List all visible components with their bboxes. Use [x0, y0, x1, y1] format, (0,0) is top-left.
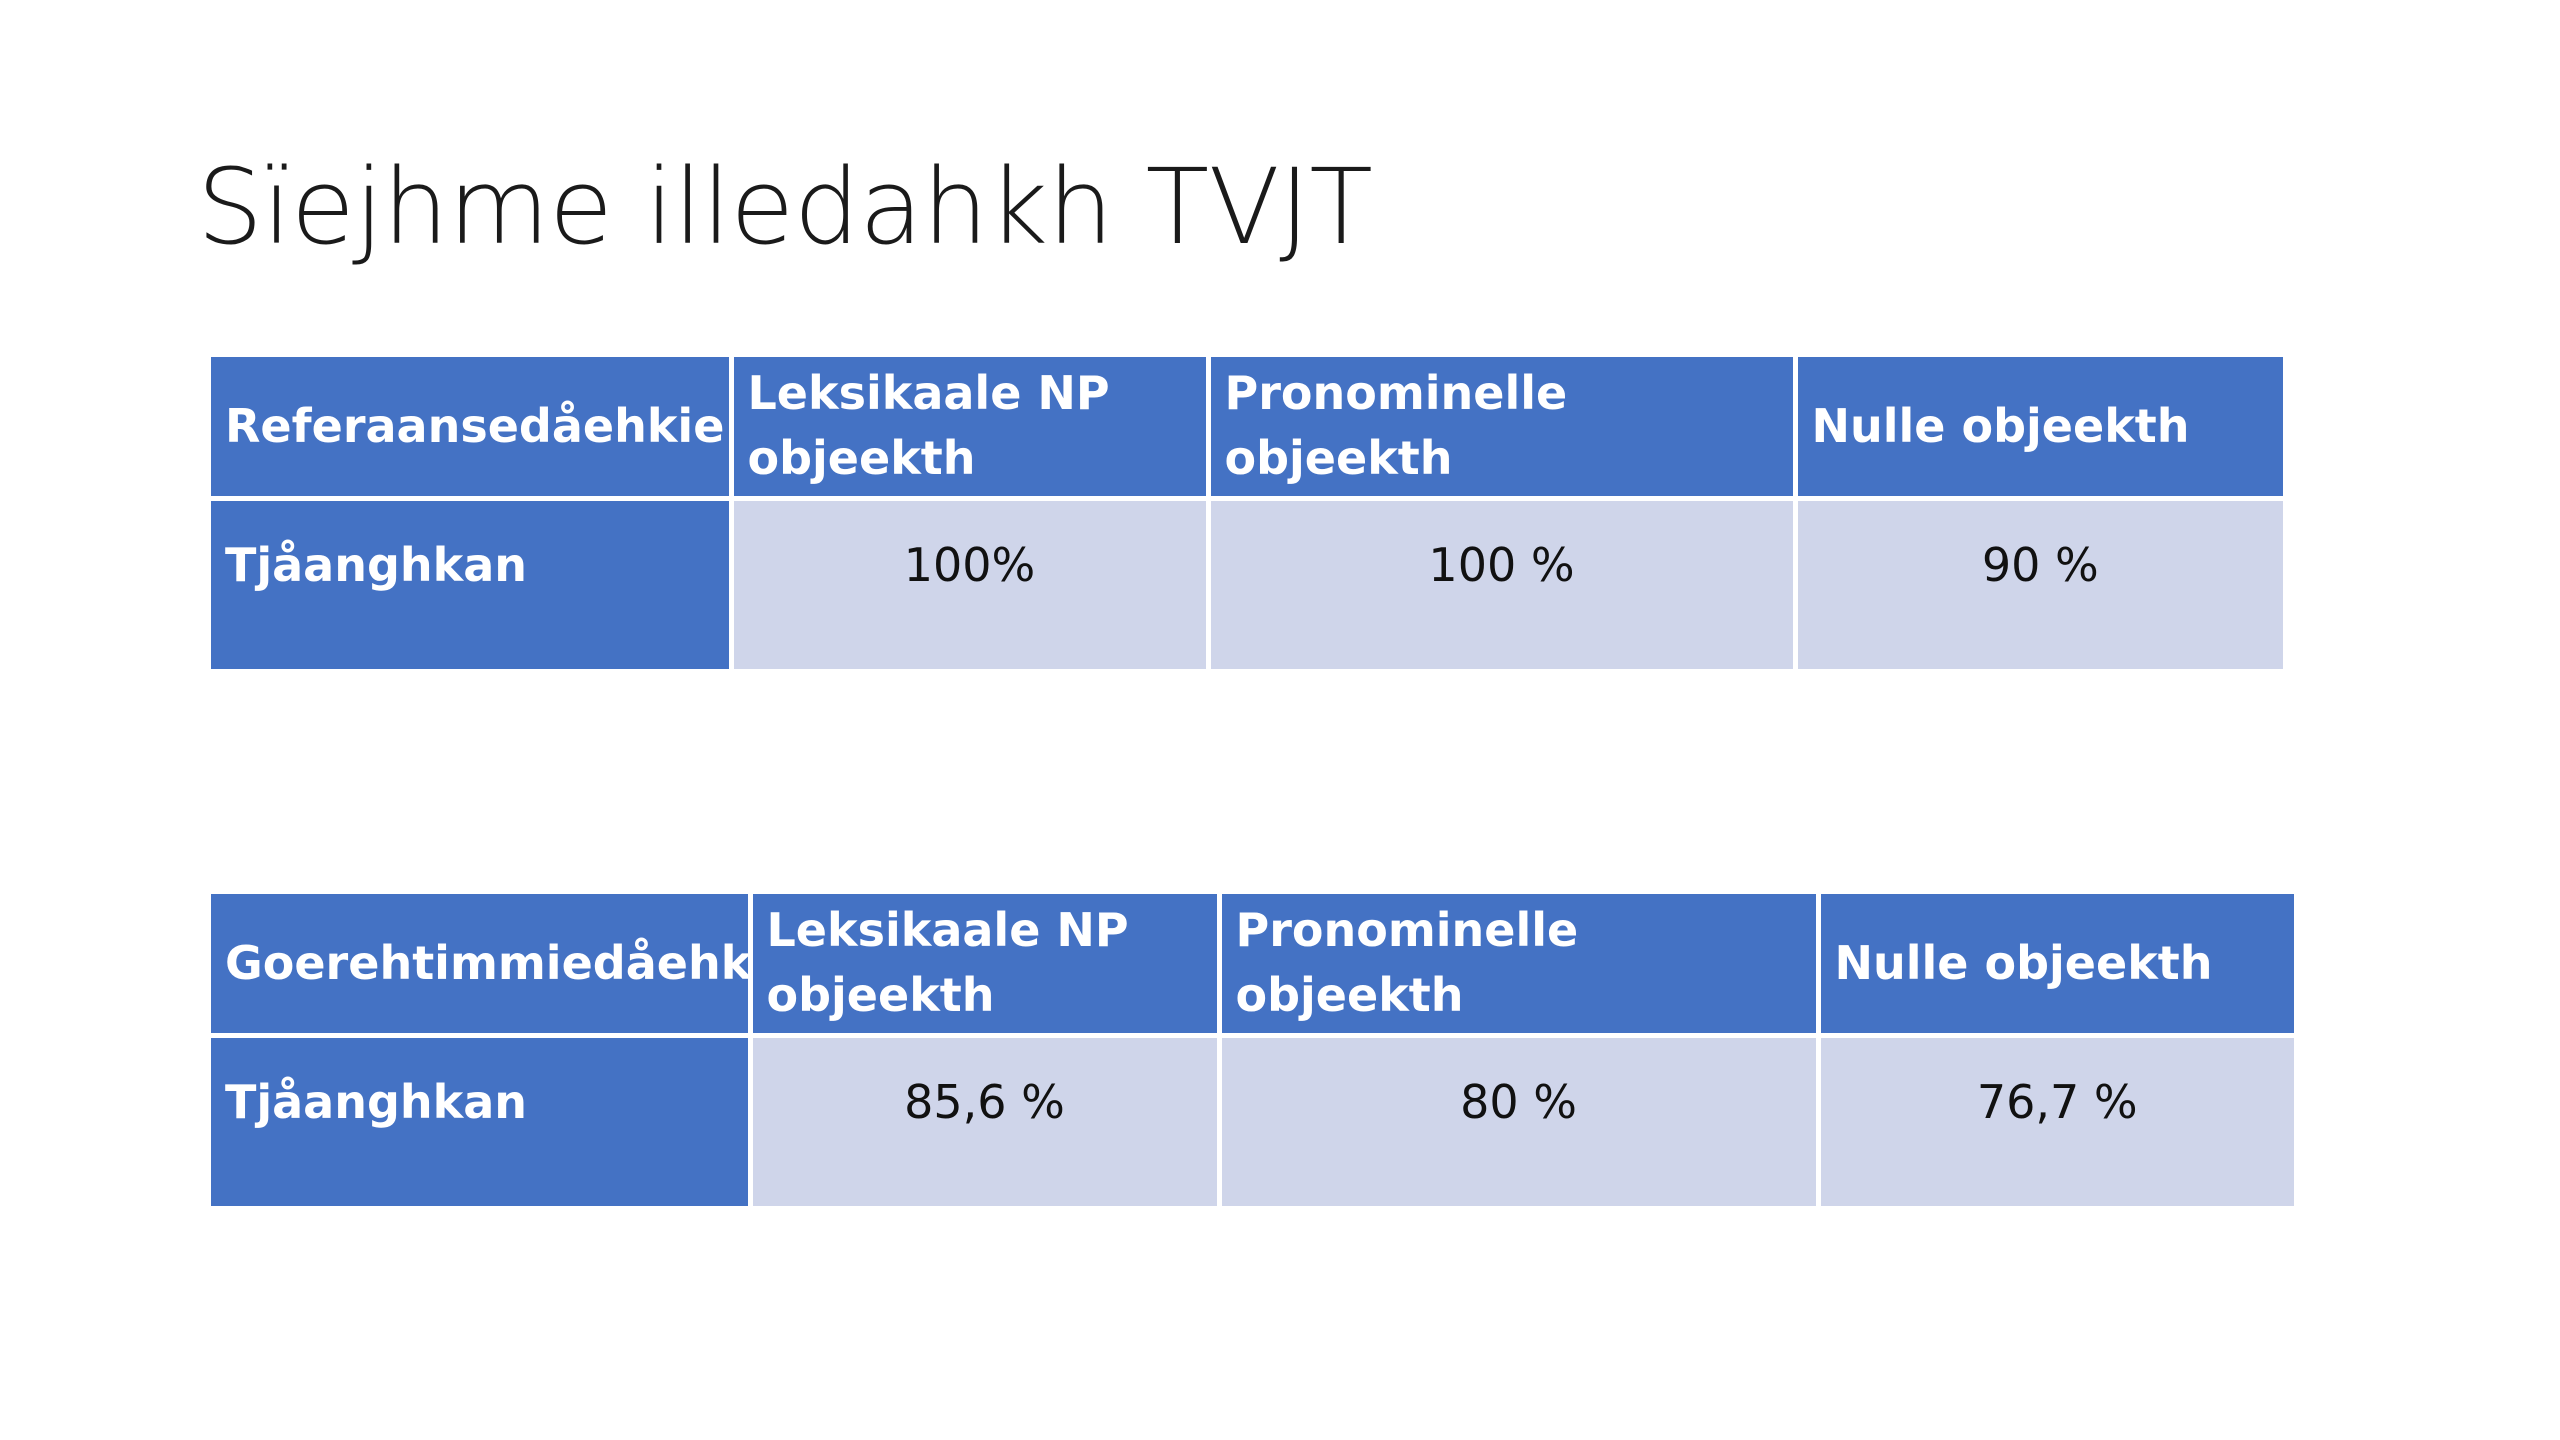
table-cell: 80 %	[1216, 1032, 1821, 1206]
table-cell: 76,7 %	[1815, 1032, 2294, 1206]
results-table-reference-group: Referaansedåehkie Leksikaale NP objeekth…	[211, 357, 2283, 669]
row-label: Tjåanghkan	[211, 495, 734, 669]
table-cell: 90 %	[1792, 495, 2283, 669]
table-cell: 85,6 %	[747, 1032, 1222, 1206]
table-header-cell: Pronominelle objeekth	[1216, 894, 1821, 1038]
table-header-row: Referaansedåehkie Leksikaale NP objeekth…	[211, 357, 2283, 501]
table-header-cell: Leksikaale NP objeekth	[728, 357, 1211, 501]
table-row: Tjåanghkan 85,6 % 80 % 76,7 %	[211, 1032, 2294, 1206]
slide-title: Sïejhme illedahkh TVJT	[197, 146, 1373, 268]
table-header-row: Goerehtimmiedåehkie Leksikaale NP objeek…	[211, 894, 2294, 1038]
row-label: Tjåanghkan	[211, 1032, 753, 1206]
table-cell: 100 %	[1205, 495, 1798, 669]
table-header-cell: Nulle objeekth	[1815, 894, 2294, 1038]
results-table-target-group: Goerehtimmiedåehkie Leksikaale NP objeek…	[211, 894, 2294, 1206]
table-row: Tjåanghkan 100% 100 % 90 %	[211, 495, 2283, 669]
table-cell: 100%	[728, 495, 1211, 669]
table-header-cell: Referaansedåehkie	[211, 357, 734, 501]
table-header-cell: Pronominelle objeekth	[1205, 357, 1798, 501]
table-header-cell: Leksikaale NP objeekth	[747, 894, 1222, 1038]
table-header-cell: Nulle objeekth	[1792, 357, 2283, 501]
table-header-cell: Goerehtimmiedåehkie	[211, 894, 753, 1038]
